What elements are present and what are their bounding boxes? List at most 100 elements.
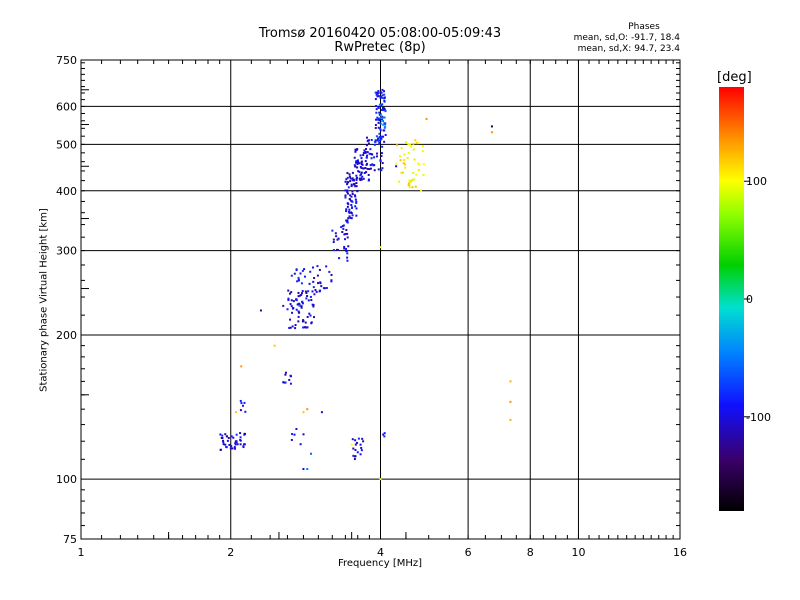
y-tick-label: 100 bbox=[56, 473, 77, 486]
data-point bbox=[315, 290, 318, 293]
data-point bbox=[366, 162, 369, 165]
data-point bbox=[374, 123, 377, 126]
data-point bbox=[289, 374, 292, 377]
data-point bbox=[300, 306, 303, 309]
data-point bbox=[381, 109, 384, 112]
data-point bbox=[377, 121, 380, 124]
data-point bbox=[360, 449, 363, 452]
colorbar-tick-label: 0 bbox=[746, 293, 753, 306]
data-point bbox=[374, 126, 377, 129]
data-point bbox=[408, 184, 411, 187]
data-point bbox=[345, 219, 348, 222]
data-point bbox=[300, 305, 303, 308]
data-point bbox=[345, 249, 348, 252]
data-point bbox=[371, 163, 374, 166]
data-point bbox=[509, 418, 512, 421]
data-point bbox=[420, 189, 423, 192]
y-tick-label: 75 bbox=[63, 533, 77, 546]
data-point bbox=[377, 91, 380, 94]
data-point bbox=[287, 289, 290, 292]
data-point bbox=[309, 314, 312, 317]
data-point bbox=[296, 303, 299, 306]
data-point bbox=[377, 117, 380, 120]
data-point bbox=[381, 162, 384, 165]
data-point bbox=[404, 141, 407, 144]
data-point bbox=[344, 189, 347, 192]
data-point bbox=[400, 146, 403, 149]
data-point bbox=[239, 409, 242, 412]
data-point bbox=[349, 216, 352, 219]
data-point bbox=[366, 151, 369, 154]
data-point bbox=[234, 447, 237, 450]
data-point bbox=[407, 151, 410, 154]
data-point bbox=[294, 327, 297, 330]
data-point bbox=[304, 290, 307, 293]
data-point bbox=[243, 443, 246, 446]
data-point bbox=[376, 95, 379, 98]
data-point bbox=[379, 160, 382, 163]
data-point bbox=[343, 247, 346, 250]
data-point bbox=[411, 186, 414, 189]
colorbar-tick-label: -100 bbox=[746, 411, 771, 424]
data-point bbox=[354, 185, 357, 188]
data-point bbox=[228, 443, 231, 446]
data-point bbox=[375, 155, 378, 158]
data-point bbox=[353, 164, 356, 167]
data-point bbox=[348, 208, 351, 211]
data-point bbox=[243, 401, 246, 404]
data-point bbox=[310, 299, 313, 302]
data-point bbox=[367, 173, 370, 176]
data-point bbox=[382, 433, 385, 436]
data-point bbox=[364, 151, 367, 154]
data-point bbox=[360, 178, 363, 181]
data-point bbox=[354, 195, 357, 198]
data-point bbox=[353, 156, 356, 159]
data-point bbox=[363, 149, 366, 152]
data-point bbox=[367, 142, 370, 145]
data-point bbox=[289, 303, 292, 306]
data-point bbox=[365, 171, 368, 174]
data-point bbox=[355, 214, 358, 217]
data-point bbox=[341, 230, 344, 233]
data-point bbox=[402, 162, 405, 165]
data-point bbox=[379, 127, 382, 130]
data-point bbox=[383, 107, 386, 110]
data-point bbox=[422, 163, 425, 166]
data-point bbox=[297, 291, 300, 294]
data-point bbox=[330, 280, 333, 283]
data-point bbox=[362, 440, 365, 443]
data-point bbox=[410, 179, 413, 182]
data-point bbox=[373, 169, 376, 172]
data-point bbox=[346, 205, 349, 208]
data-point bbox=[356, 441, 359, 444]
data-point bbox=[359, 453, 362, 456]
data-point bbox=[354, 161, 357, 164]
data-point bbox=[328, 270, 331, 273]
data-point bbox=[337, 237, 340, 240]
data-point bbox=[383, 99, 386, 102]
data-point bbox=[373, 143, 376, 146]
x-tick-label: 2 bbox=[227, 546, 234, 559]
data-point bbox=[305, 292, 308, 295]
data-point bbox=[319, 282, 322, 285]
data-point bbox=[349, 211, 352, 214]
data-point bbox=[331, 229, 334, 232]
data-point bbox=[400, 171, 403, 174]
data-point bbox=[226, 435, 229, 438]
data-point bbox=[229, 447, 232, 450]
data-point bbox=[351, 438, 354, 441]
data-point bbox=[351, 171, 354, 174]
data-point bbox=[342, 224, 345, 227]
data-point bbox=[410, 145, 413, 148]
data-point bbox=[303, 275, 306, 278]
data-point bbox=[298, 302, 301, 305]
data-point bbox=[346, 259, 349, 262]
data-point bbox=[220, 436, 223, 439]
data-point bbox=[345, 210, 348, 213]
data-point bbox=[362, 151, 365, 154]
data-point bbox=[415, 142, 418, 145]
data-point bbox=[384, 110, 387, 113]
data-point bbox=[242, 445, 245, 448]
data-point bbox=[312, 305, 315, 308]
data-point bbox=[304, 326, 307, 329]
